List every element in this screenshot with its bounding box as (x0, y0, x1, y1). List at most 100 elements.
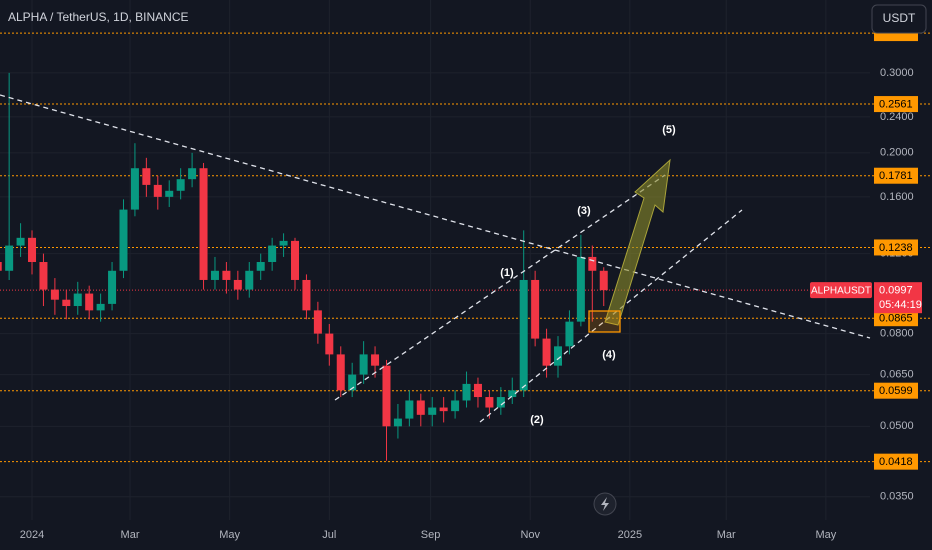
candle-body (199, 168, 208, 280)
y-tick-label: 0.3000 (880, 67, 914, 79)
level-tag (874, 382, 918, 399)
candle-body (28, 237, 37, 263)
candle-body (508, 390, 517, 398)
candle-body (485, 397, 494, 408)
candle-body (428, 407, 437, 415)
x-tick-label: 2025 (618, 529, 642, 541)
candle-body (531, 279, 540, 339)
wave-label: (5) (662, 124, 676, 136)
candle-body (245, 270, 254, 290)
y-tick-label: 0.2000 (880, 147, 914, 159)
trend-line (0, 94, 871, 339)
y-tick-label: 0.0350 (880, 491, 914, 503)
candle-body (302, 279, 311, 311)
candles (0, 72, 608, 461)
level-tag (874, 32, 918, 42)
candle-body (153, 184, 162, 197)
x-tick-label: Mar (717, 529, 736, 541)
candle-body (119, 209, 128, 271)
x-tick-label: Mar (121, 529, 140, 541)
candle-body (451, 400, 460, 412)
candle-body (313, 310, 322, 334)
x-tick-label: Nov (520, 529, 540, 541)
currency-button-label[interactable]: USDT (883, 11, 916, 25)
candle-body (599, 270, 608, 291)
candle-body (359, 354, 368, 375)
wave-label: (2) (530, 414, 544, 426)
y-tick-label: 0.0650 (880, 368, 914, 380)
candle-body (473, 383, 482, 398)
channel-lower (479, 209, 743, 423)
level-label: 0.2561 (879, 98, 913, 110)
level-tag (874, 96, 918, 113)
symbol-tag (810, 282, 872, 299)
channel-upper (334, 174, 666, 401)
candle-body (233, 279, 242, 290)
candle-body (256, 262, 265, 271)
y-tick-label: 0.0500 (880, 420, 914, 432)
x-tick-label: May (816, 529, 837, 541)
y-tick-label: 0.0800 (880, 328, 914, 340)
candle-body (165, 190, 174, 197)
candle-body (554, 346, 563, 366)
candle-body (462, 383, 471, 401)
candle-body (439, 407, 448, 412)
candle-body (210, 270, 219, 280)
candle-body (405, 400, 414, 419)
candle-body (325, 333, 334, 355)
candle-body (16, 237, 25, 246)
level-label: 0.0418 (879, 456, 913, 468)
candle-body (519, 279, 528, 391)
wave-label: (1) (500, 267, 514, 279)
projection-arrow (604, 158, 671, 326)
candle-body (268, 245, 277, 263)
candle-body (73, 293, 82, 307)
symbol-tag-label: ALPHAUSDT (811, 285, 871, 296)
level-tag (874, 167, 918, 184)
candle-body (176, 179, 185, 191)
drawings (0, 94, 871, 423)
level-label: 0.1781 (879, 170, 913, 182)
wave-label: (4) (602, 349, 616, 361)
candle-body (130, 168, 139, 210)
candle-body (496, 397, 505, 408)
last-price-tag (874, 282, 922, 314)
level-tag (874, 453, 918, 470)
candle-body (576, 256, 585, 322)
currency-button[interactable] (871, 4, 927, 34)
level-label: 0.0865 (879, 313, 913, 325)
last-price-label: 0.0997 (879, 285, 913, 297)
x-tick-label: Jul (322, 529, 336, 541)
x-tick-label: May (219, 529, 240, 541)
candle-body (96, 303, 105, 311)
candle-body (588, 256, 597, 271)
level-tag (874, 239, 918, 256)
candle-body (393, 418, 402, 427)
candle-body (188, 168, 197, 180)
level-tag (874, 310, 918, 327)
x-tick-label: Sep (421, 529, 441, 541)
candle-body (5, 245, 14, 271)
candle-body (542, 338, 551, 366)
candle-body (108, 270, 117, 304)
grid (0, 0, 870, 520)
y-tick-label: 0.2400 (880, 111, 914, 123)
target-box (588, 310, 621, 333)
wave-label: (3) (577, 205, 591, 217)
candle-body (336, 354, 345, 391)
candle-body (416, 400, 425, 415)
candle-body (291, 240, 300, 280)
candle-body (50, 289, 59, 300)
countdown-label: 05:44:19 (879, 299, 922, 311)
lightning-icon[interactable] (601, 497, 609, 511)
y-tick-label: 0.1600 (880, 191, 914, 203)
candle-body (222, 270, 231, 280)
level-label: 0.1238 (879, 242, 913, 254)
chart-title: ALPHA / TetherUS, 1D, BINANCE (8, 10, 189, 24)
candle-body (279, 240, 288, 246)
candle-body (142, 168, 151, 185)
axes: 0.30000.24000.20000.16000.12000.08000.06… (20, 67, 922, 541)
candle-body (565, 321, 574, 347)
